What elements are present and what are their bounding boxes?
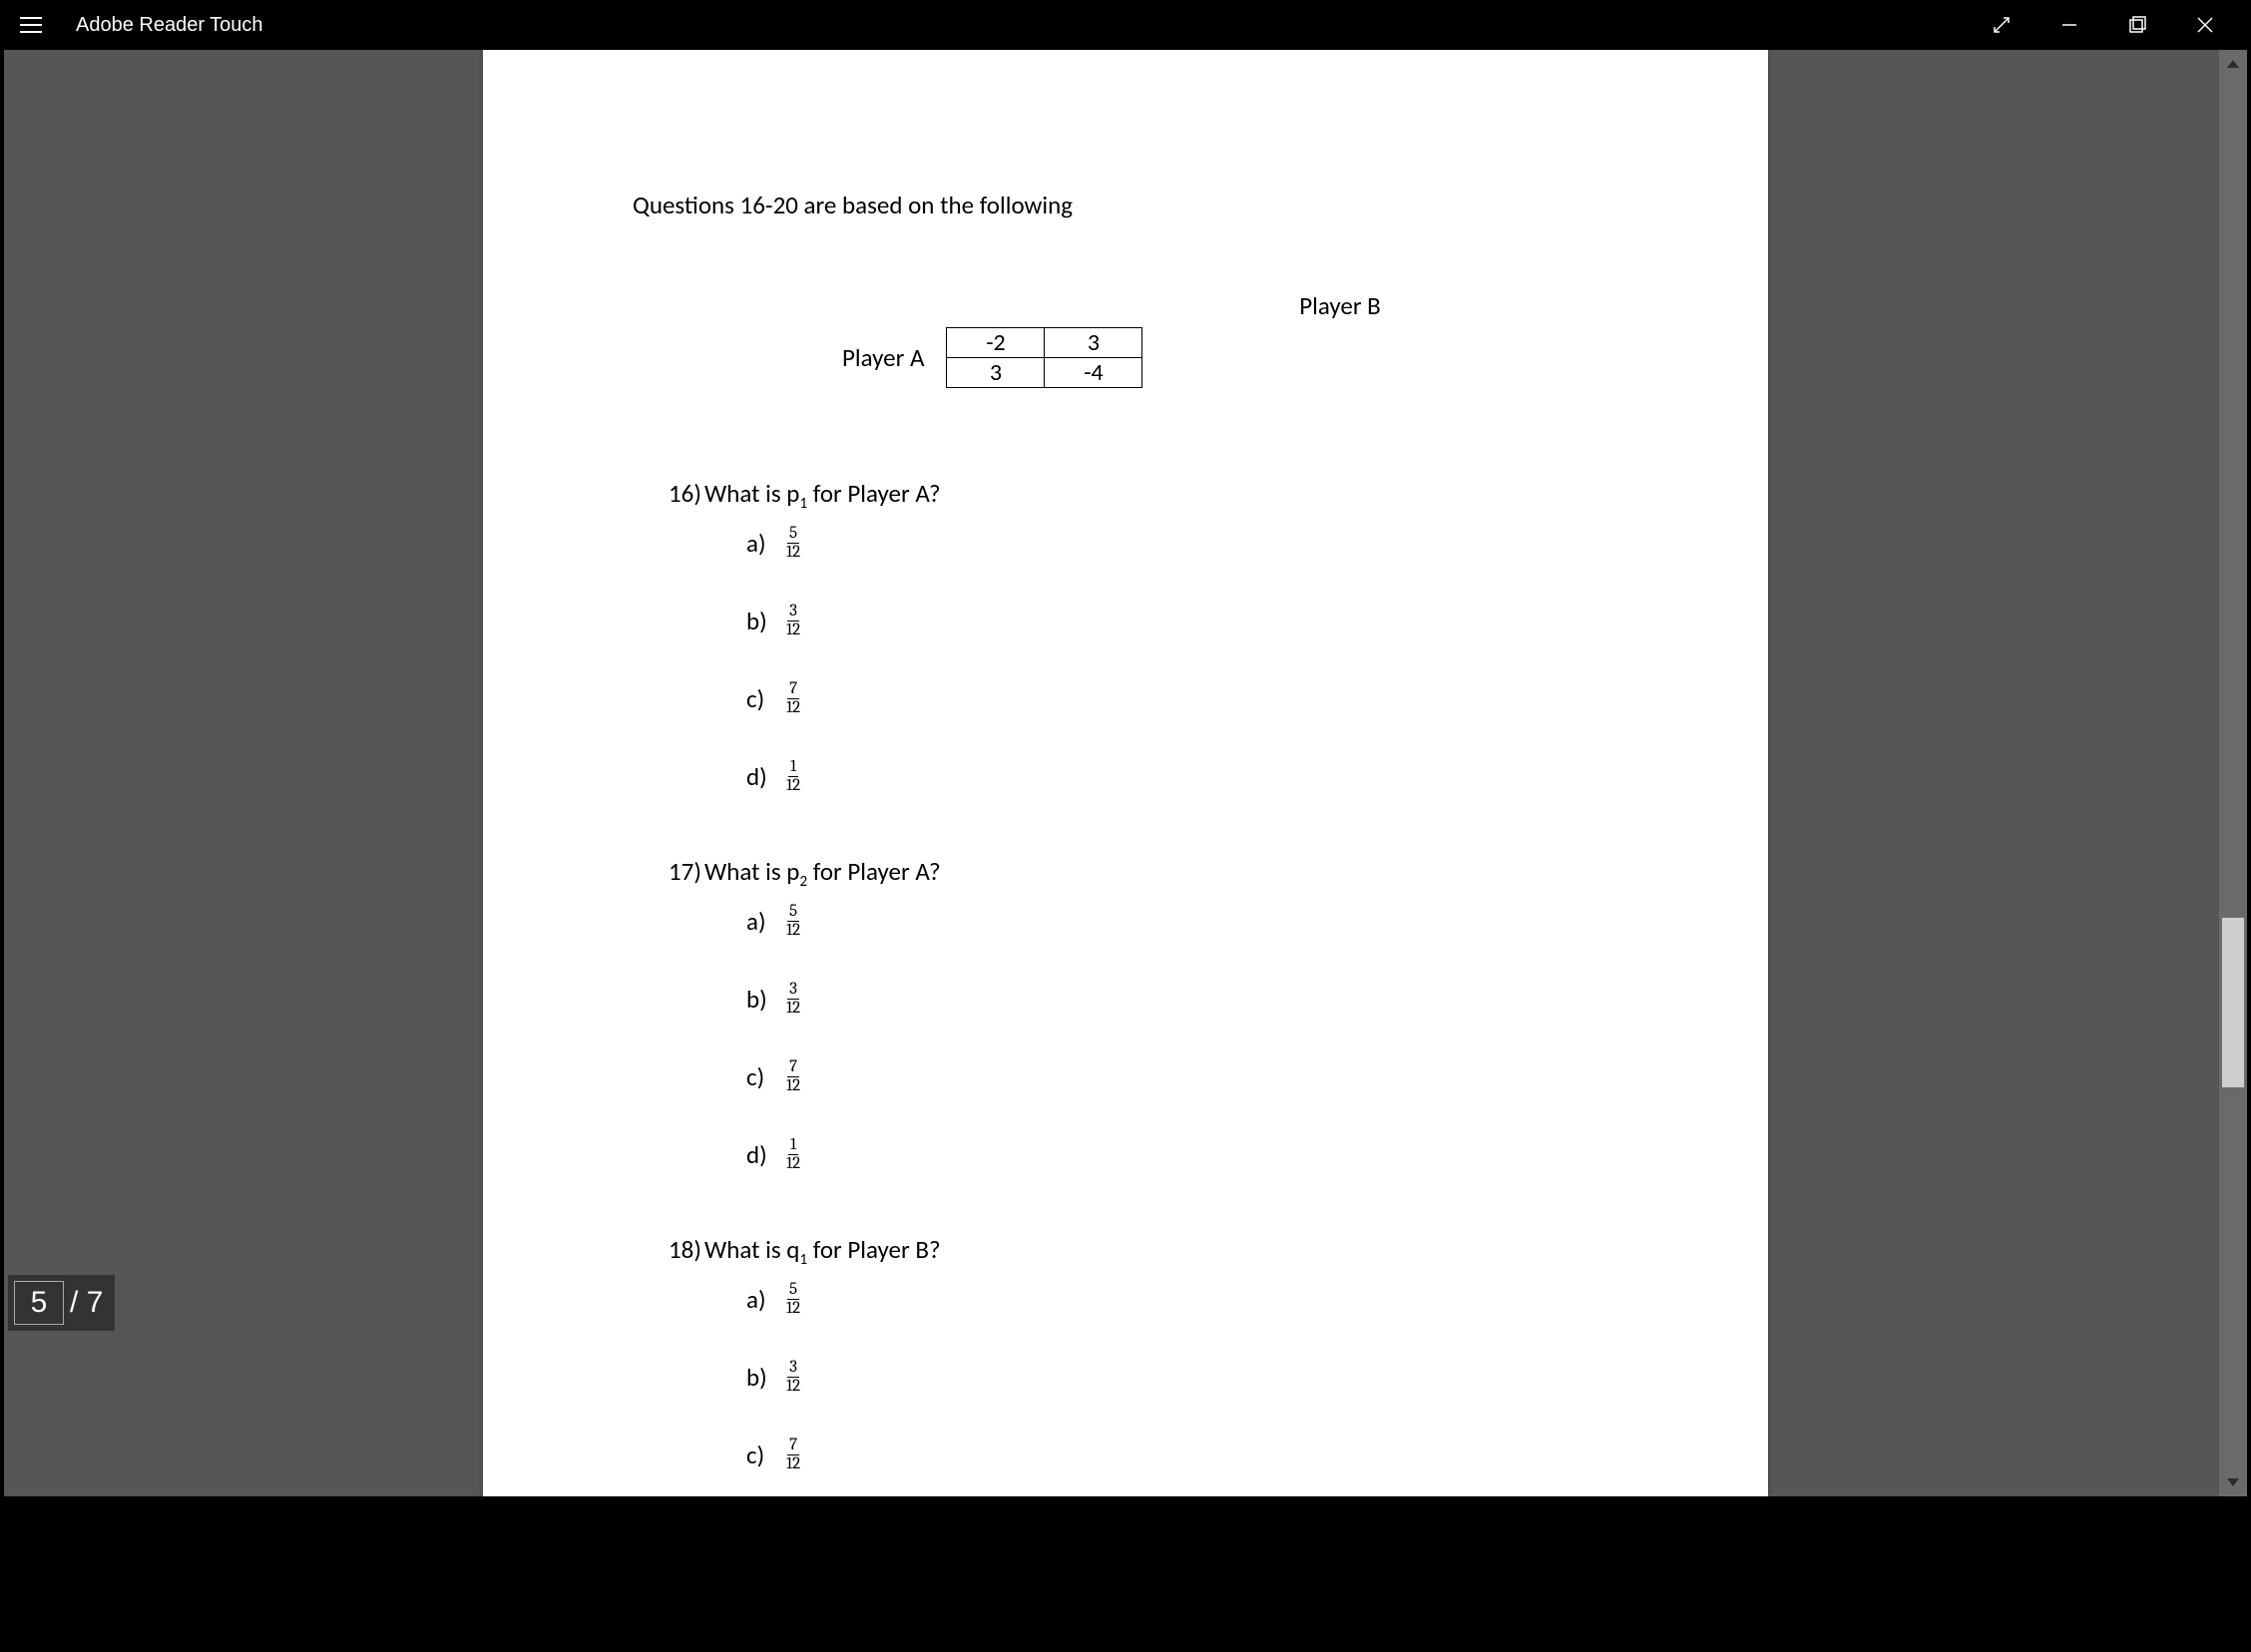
total-pages: 7 <box>87 1286 104 1320</box>
pdf-page: Questions 16-20 are based on the followi… <box>483 50 1768 1496</box>
fraction: 112 <box>784 1514 802 1551</box>
option-label: c) <box>746 1061 784 1092</box>
fraction-numerator: 5 <box>787 525 799 544</box>
fraction: 312 <box>784 603 802 639</box>
intro-text: Questions 16-20 are based on the followi… <box>633 190 1618 220</box>
scroll-up-icon[interactable] <box>2219 50 2247 78</box>
option-label: b) <box>746 606 784 636</box>
question-text: 18)What is q1 for Player B? <box>669 1234 1618 1269</box>
question-number: 16) <box>669 478 704 509</box>
close-icon[interactable] <box>2171 0 2239 50</box>
fraction-denominator: 12 <box>784 1533 802 1551</box>
fraction-denominator: 12 <box>784 1155 802 1173</box>
question-text: 17)What is p2 for Player A? <box>669 856 1618 891</box>
answer-option: b)312 <box>746 977 1618 1021</box>
fraction-denominator: 12 <box>784 777 802 795</box>
option-label: d) <box>746 1517 784 1548</box>
option-label: c) <box>746 683 784 714</box>
payoff-cell: -4 <box>1045 358 1142 388</box>
question: 16)What is p1 for Player A?a)512b)312c)7… <box>669 478 1618 798</box>
option-label: a) <box>746 906 784 937</box>
fraction-numerator: 1 <box>788 1514 798 1533</box>
option-label: b) <box>746 1362 784 1393</box>
fraction-numerator: 5 <box>787 1281 799 1300</box>
answer-option: d)112 <box>746 1510 1618 1554</box>
fraction-numerator: 3 <box>787 981 799 1000</box>
fraction-numerator: 7 <box>787 1058 799 1077</box>
fullscreen-icon[interactable] <box>1968 0 2035 50</box>
fraction: 712 <box>784 1058 802 1095</box>
fraction-numerator: 7 <box>787 680 799 699</box>
answer-option: c)712 <box>746 676 1618 720</box>
payoff-cell: 3 <box>1045 328 1142 358</box>
fraction-denominator: 12 <box>784 544 802 562</box>
fraction-numerator: 3 <box>787 1359 799 1378</box>
current-page-input[interactable] <box>14 1281 64 1325</box>
answer-option: a)512 <box>746 521 1618 565</box>
fraction: 312 <box>784 981 802 1018</box>
answer-option: c)712 <box>746 1433 1618 1476</box>
question: 17)What is p2 for Player A?a)512b)312c)7… <box>669 856 1618 1176</box>
fraction-numerator: 1 <box>788 1136 798 1155</box>
maximize-icon[interactable] <box>2103 0 2171 50</box>
table-row: -2 3 <box>947 328 1142 358</box>
titlebar: Adobe Reader Touch <box>0 0 2251 50</box>
fraction: 512 <box>784 525 802 562</box>
answer-option: d)112 <box>746 754 1618 798</box>
payoff-table: -2 3 3 -4 <box>946 327 1142 388</box>
fraction-numerator: 7 <box>787 1437 799 1455</box>
fraction: 512 <box>784 903 802 940</box>
scrollbar-thumb[interactable] <box>2222 918 2244 1087</box>
fraction: 712 <box>784 1437 802 1473</box>
question-number: 17) <box>669 856 704 887</box>
answer-option: b)312 <box>746 1355 1618 1399</box>
option-label: a) <box>746 1284 784 1315</box>
fraction: 712 <box>784 680 802 717</box>
page-sep: / <box>70 1286 78 1320</box>
fraction-denominator: 12 <box>784 1455 802 1473</box>
answer-option: d)112 <box>746 1132 1618 1176</box>
option-label: a) <box>746 528 784 559</box>
fraction-denominator: 12 <box>784 621 802 639</box>
answer-option: a)512 <box>746 899 1618 943</box>
fraction-numerator: 3 <box>787 603 799 621</box>
payoff-matrix-block: Player B Player A -2 3 3 -4 <box>842 290 1618 388</box>
page-indicator: / 7 <box>8 1275 115 1331</box>
option-label: b) <box>746 984 784 1015</box>
scroll-down-icon[interactable] <box>2219 1468 2247 1496</box>
question-text: 16)What is p1 for Player A? <box>669 478 1618 513</box>
answer-option: a)512 <box>746 1277 1618 1321</box>
option-label: d) <box>746 1139 784 1170</box>
payoff-cell: 3 <box>947 358 1045 388</box>
fraction: 112 <box>784 1136 802 1173</box>
answer-option: b)312 <box>746 599 1618 642</box>
app-title: Adobe Reader Touch <box>76 14 263 37</box>
answer-option: c)712 <box>746 1054 1618 1098</box>
payoff-cell: -2 <box>947 328 1045 358</box>
question-number: 18) <box>669 1234 704 1265</box>
fraction-denominator: 12 <box>784 1300 802 1318</box>
scrollbar-track[interactable] <box>2219 50 2247 1496</box>
fraction-denominator: 12 <box>784 699 802 717</box>
fraction-numerator: 5 <box>787 903 799 922</box>
player-b-label: Player B <box>1062 290 1618 321</box>
question: 18)What is q1 for Player B?a)512b)312c)7… <box>669 1234 1618 1554</box>
fraction: 112 <box>784 758 802 795</box>
fraction-denominator: 12 <box>784 922 802 940</box>
fraction-denominator: 12 <box>784 1378 802 1396</box>
minimize-icon[interactable] <box>2035 0 2103 50</box>
page-content: Questions 16-20 are based on the followi… <box>483 50 1768 1652</box>
option-label: c) <box>746 1440 784 1470</box>
option-label: d) <box>746 761 784 792</box>
menu-icon[interactable] <box>20 11 48 39</box>
player-a-label: Player A <box>842 342 924 373</box>
table-row: 3 -4 <box>947 358 1142 388</box>
fraction-denominator: 12 <box>784 1000 802 1018</box>
document-viewport: Questions 16-20 are based on the followi… <box>4 50 2247 1496</box>
fraction: 312 <box>784 1359 802 1396</box>
fraction-denominator: 12 <box>784 1077 802 1095</box>
fraction-numerator: 1 <box>788 758 798 777</box>
fraction: 512 <box>784 1281 802 1318</box>
